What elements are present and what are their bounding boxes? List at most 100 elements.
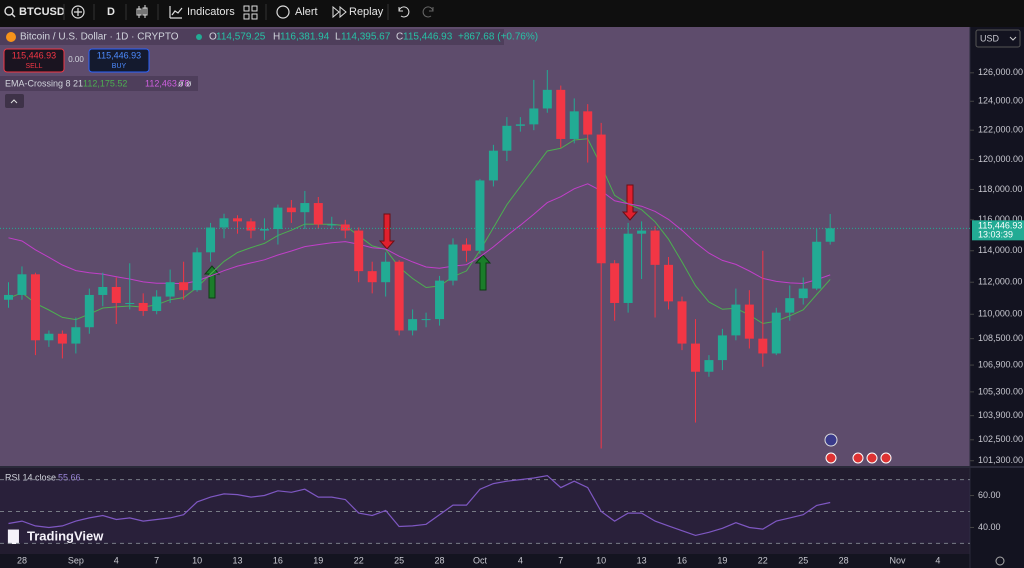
candle-body [448,244,458,281]
legend-l: 114,395.67 [341,32,391,43]
y-tick-label: 108,500.00 [978,333,1023,343]
rsi-line [8,474,831,537]
tv-logo-mark: ▇ [7,528,19,545]
x-tick-label: 7 [154,555,159,565]
buy-button[interactable] [88,48,150,73]
y-tick-label: 122,000.00 [978,125,1023,135]
candle-body [30,274,40,341]
candle-body [677,301,687,344]
currency-select[interactable] [975,29,1021,48]
sell-signal-arrow [621,184,639,221]
replay-icon [332,5,347,19]
y-tick-label: 114,000.00 [978,245,1022,255]
interval[interactable]: D [107,6,115,18]
last-price-box [972,220,1024,241]
candle-body [758,338,768,354]
candle-body [475,180,485,251]
candle-body [138,302,148,312]
y-tick-label: 102,500.00 [978,434,1023,444]
search-icon [11,13,16,18]
x-tick-label: 28 [839,555,849,565]
indicator-name: EMA-Crossing 8 21 [5,78,83,88]
candle-body [273,207,283,230]
candle-body [71,327,81,344]
candle-body [502,125,512,151]
candle-body [435,280,445,320]
candle-body [4,294,13,300]
search-icon[interactable] [4,6,14,16]
candle-body [300,203,310,213]
settings-icon[interactable] [995,556,1005,566]
candle-body [340,224,350,231]
legend-h-label: H [273,32,280,43]
event-icon[interactable] [852,452,864,464]
undo[interactable] [398,6,410,18]
toolbar [0,0,1024,26]
sell-button[interactable] [3,48,65,73]
candle-body [542,89,552,109]
candle-body [394,261,404,331]
candle-body [785,298,795,313]
x-tick-label: 25 [394,555,404,565]
candle-body [556,89,566,139]
layouts-icon[interactable] [243,5,258,20]
replay-button[interactable]: Replay [349,6,384,18]
candle-body [610,263,620,303]
candle-body [152,296,162,312]
x-tick-label: 19 [717,555,727,565]
candle-body [812,241,822,289]
symbol[interactable]: BTCUSD [19,6,65,18]
sell-label: SELL [25,63,42,70]
candle-body [165,282,175,297]
legend-c-label: C [396,32,403,43]
add-symbol[interactable] [71,5,85,19]
x-tick-label: Sep [68,555,84,565]
candle-body [367,271,377,283]
x-tick-label: 4 [114,555,119,565]
indicators-button[interactable]: Indicators [187,6,235,18]
x-tick-label: Oct [473,555,488,565]
event-icon[interactable] [825,452,837,464]
rsi-title: RSI 14 close [5,472,56,482]
candle-body [488,150,498,181]
legend-change: +867.68 (+0.76%) [458,32,538,43]
x-tick-label: 16 [273,555,283,565]
ema-slow-value: 112,463.78 [145,78,189,88]
alert-icon [276,5,290,19]
candle-body [381,261,391,283]
candle-body [461,244,471,251]
legend-h: 116,381.94 [280,32,330,43]
candle-body [421,319,431,321]
event-icon[interactable] [866,452,878,464]
chart-type-icon[interactable] [136,5,148,18]
candle-body [98,286,108,295]
candle-body [771,312,781,354]
collapse-icon [10,99,18,104]
candle-body [57,333,67,344]
candle-body [596,134,606,264]
y-tick-label: 60.00 [978,490,1001,500]
redo[interactable] [422,6,434,18]
x-tick-label: 7 [558,555,563,565]
branding: TradingView [27,528,104,543]
indicators-icon [169,6,183,19]
sell-price: 115,446.93 [12,50,56,60]
sell-signal-arrow [378,213,396,250]
dropdown-caret [1009,36,1017,41]
y-tick-label: 101,300.00 [978,455,1023,465]
candle-body [515,124,525,126]
event-icon[interactable] [880,452,892,464]
candle-body [259,229,269,231]
x-tick-label: 28 [17,555,27,565]
x-tick-label: 28 [435,555,445,565]
candle-body [744,304,754,339]
candle-body [798,288,808,299]
candle-body [246,221,256,231]
event-icon[interactable] [824,433,838,447]
candle-body [84,294,94,328]
alert-button[interactable]: Alert [295,6,318,18]
candle-body [354,230,364,272]
y-tick-label: 106,900.00 [978,359,1023,369]
legend-o: 114,579.25 [216,32,266,43]
